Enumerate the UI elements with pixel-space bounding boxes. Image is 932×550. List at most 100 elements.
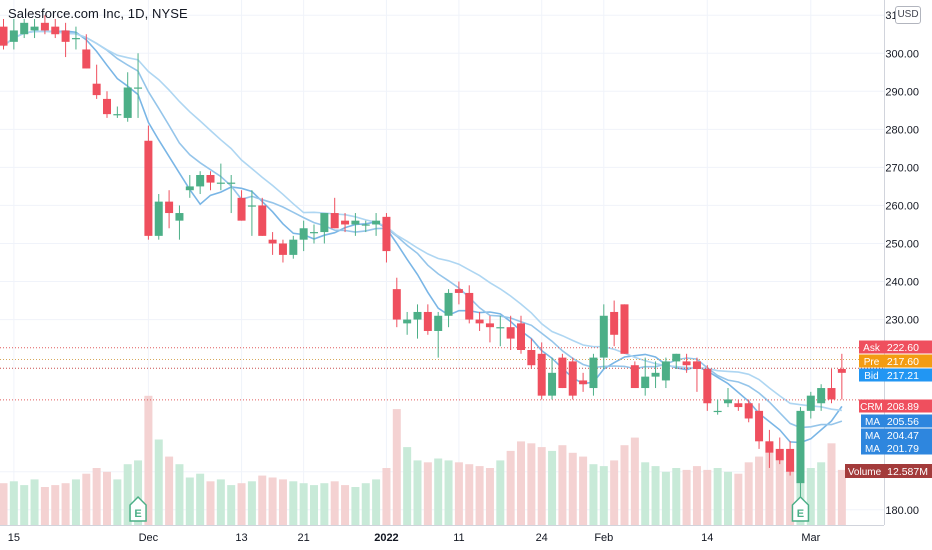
candle bbox=[206, 171, 215, 191]
volume-bar bbox=[651, 466, 660, 525]
volume-bar bbox=[568, 452, 577, 525]
candle bbox=[672, 353, 681, 370]
volume-bar bbox=[0, 483, 8, 525]
volume-bar bbox=[579, 456, 588, 525]
volume-bar bbox=[382, 468, 391, 525]
volume-bar bbox=[330, 481, 339, 525]
ma-tag: MA 205.56 bbox=[861, 414, 932, 428]
volume-bar bbox=[361, 483, 370, 525]
price-tag-label: Pre bbox=[864, 357, 880, 368]
ma-tag-value-bg bbox=[884, 441, 932, 455]
candle bbox=[154, 194, 163, 240]
price-tick-label: 300.00 bbox=[885, 48, 919, 60]
candle-body bbox=[641, 376, 650, 389]
price-tag-crm: CRM 208.89 bbox=[859, 399, 932, 413]
volume-tag-label-bg bbox=[845, 464, 884, 478]
candle-body bbox=[672, 353, 681, 362]
volume-bar bbox=[103, 471, 111, 525]
candle-body bbox=[247, 205, 256, 207]
price-tag-label-bg bbox=[859, 399, 884, 413]
candle bbox=[175, 205, 184, 240]
candle-body bbox=[589, 357, 598, 389]
candle-body bbox=[485, 323, 494, 328]
candle bbox=[517, 315, 525, 354]
time-tick-label: 13 bbox=[235, 532, 247, 544]
candle bbox=[475, 311, 484, 331]
candle bbox=[310, 224, 318, 244]
ma-tag-label-bg bbox=[861, 441, 884, 455]
candle bbox=[216, 163, 225, 191]
time-tick-label: 24 bbox=[536, 532, 548, 544]
volume-bar bbox=[599, 466, 608, 525]
candle-body bbox=[330, 213, 339, 229]
candle-body bbox=[382, 216, 391, 252]
candle-body bbox=[258, 205, 267, 236]
volume-bar bbox=[165, 456, 174, 525]
candle bbox=[765, 429, 774, 468]
volume-bar bbox=[724, 471, 732, 525]
candle-body bbox=[392, 289, 401, 320]
candle-body bbox=[71, 38, 80, 40]
volume-bar bbox=[40, 487, 49, 525]
candle-body bbox=[92, 83, 101, 96]
candle-body bbox=[548, 372, 557, 396]
candle-body bbox=[0, 26, 8, 46]
candle-body bbox=[568, 361, 577, 396]
candle-body bbox=[9, 30, 18, 42]
volume-bar bbox=[71, 479, 80, 525]
price-tag-value: 217.21 bbox=[887, 370, 919, 382]
volume-bar bbox=[206, 481, 215, 525]
candle bbox=[351, 213, 360, 236]
volume-bar bbox=[320, 483, 329, 525]
price-tag-value-bg bbox=[884, 399, 932, 413]
volume-tag-value: 12.587M bbox=[887, 466, 928, 478]
price-tag-value-bg bbox=[884, 340, 932, 354]
price-tag-value: 217.60 bbox=[887, 356, 919, 368]
ma-tag-label-bg bbox=[861, 428, 884, 442]
time-axis-bg bbox=[0, 525, 932, 550]
volume-bar bbox=[9, 481, 18, 525]
candle bbox=[0, 19, 8, 50]
candle-body bbox=[227, 182, 236, 184]
ma-tag-label: MA bbox=[865, 431, 880, 442]
candle-body bbox=[403, 319, 412, 324]
time-axis: 15 Dec 13 21 2022 11 24 Feb 14 Mar bbox=[0, 525, 932, 550]
volume-bar bbox=[775, 460, 784, 525]
candle bbox=[289, 235, 298, 259]
candle-body bbox=[113, 114, 122, 116]
volume-bar bbox=[713, 468, 722, 525]
volume-bar bbox=[589, 464, 598, 525]
currency-button[interactable]: USD bbox=[895, 6, 921, 24]
candle-body bbox=[661, 361, 670, 381]
candle bbox=[372, 213, 381, 236]
earnings-marker[interactable]: E bbox=[791, 495, 810, 522]
volume-bar bbox=[506, 450, 515, 525]
time-tick-label: 11 bbox=[453, 532, 464, 544]
volume-bar bbox=[703, 469, 712, 525]
candle-body bbox=[278, 243, 287, 255]
volume-bar bbox=[372, 479, 381, 525]
ma-tag-label: MA bbox=[865, 444, 880, 455]
earnings-label: E bbox=[134, 508, 141, 520]
candle-body bbox=[796, 410, 805, 484]
candle bbox=[496, 315, 505, 347]
candle bbox=[113, 106, 122, 118]
candle bbox=[610, 300, 619, 347]
volume-bar bbox=[755, 456, 764, 525]
candle-body bbox=[713, 410, 722, 413]
price-tag-pre: Pre 217.60 bbox=[859, 354, 932, 368]
volume-bar bbox=[517, 441, 525, 525]
candle bbox=[599, 304, 608, 370]
candle bbox=[568, 357, 577, 400]
volume-bar bbox=[496, 460, 505, 525]
volume-bar bbox=[113, 479, 122, 525]
candle bbox=[9, 19, 18, 50]
volume-bar bbox=[341, 485, 350, 525]
volume-bar bbox=[672, 468, 681, 525]
earnings-marker[interactable]: E bbox=[129, 495, 147, 522]
candle bbox=[506, 315, 515, 350]
volume-bar bbox=[465, 464, 474, 525]
time-tick-label: 15 bbox=[8, 532, 20, 544]
